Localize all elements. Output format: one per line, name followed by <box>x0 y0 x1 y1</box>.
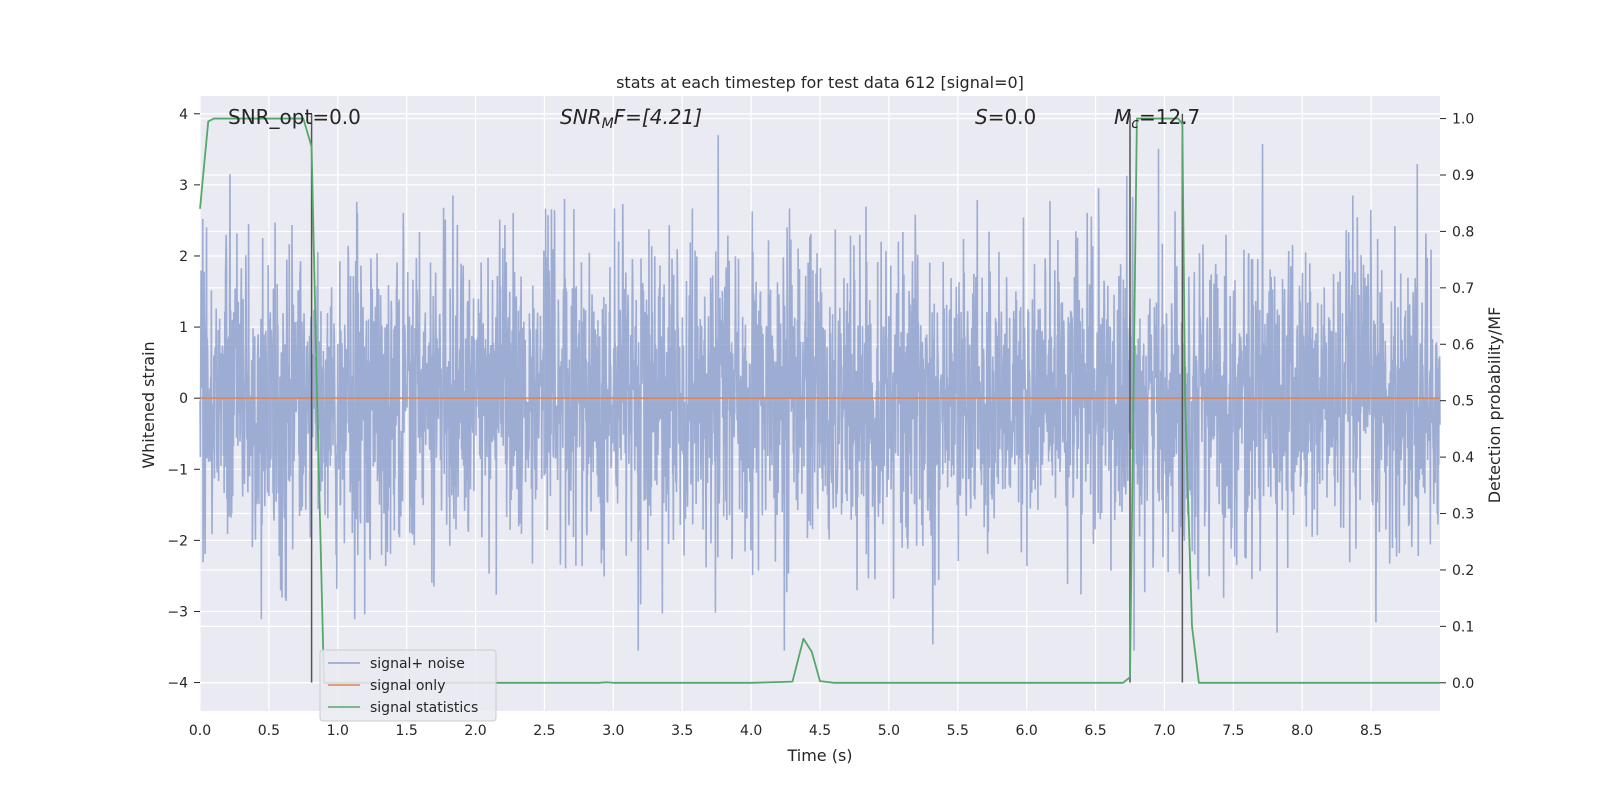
annotation-snr-opt: SNR_opt=0.0 <box>228 105 361 129</box>
x-tick-label: 5.0 <box>878 723 900 739</box>
y-right-tick-label: 0.8 <box>1452 224 1474 240</box>
x-tick-label: 1.0 <box>327 723 349 739</box>
x-tick-label: 0.0 <box>189 723 211 739</box>
signal-noise-line <box>199 135 1441 651</box>
x-tick-label: 4.5 <box>809 723 831 739</box>
y-left-tick-label: 2 <box>179 249 188 265</box>
x-tick-label: 1.5 <box>396 723 418 739</box>
legend-label-signal-noise: signal+ noise <box>370 656 465 672</box>
signal-statistics-line <box>199 117 1440 684</box>
y-left-tick-label: −4 <box>167 676 188 692</box>
y-left-tick-label: 0 <box>179 391 188 407</box>
legend: signal+ noise signal only signal statist… <box>319 649 497 722</box>
y-right-tick-label: 0.5 <box>1452 394 1474 410</box>
y-left-tick-label: 4 <box>179 107 188 123</box>
series-signal-statistics <box>199 117 1440 684</box>
annotation-mc: Mc=12.7 <box>1114 105 1200 132</box>
legend-label-signal-statistics: signal statistics <box>370 700 478 716</box>
x-tick-label: 3.0 <box>602 723 624 739</box>
annotation-s-italic: S <box>975 105 988 129</box>
x-tick-label: 5.5 <box>947 723 969 739</box>
series-signal-noise <box>199 135 1441 651</box>
x-axis-ticks: 0.0 0.5 1.0 1.5 2.0 2.5 3.0 3.5 4.0 4.5 5.0 5.5 6.0 6… <box>189 723 1382 739</box>
y-right-axis-label: Detection probability/MF <box>1485 307 1504 504</box>
y-right-tick-label: 0.3 <box>1452 507 1474 523</box>
x-axis-label: Time (s) <box>786 746 852 765</box>
x-tick-label: 8.5 <box>1360 723 1382 739</box>
annotation-mc-rest: =12.7 <box>1139 105 1200 129</box>
y-right-tick-label: 0.4 <box>1452 450 1474 466</box>
y-left-tick-label: −2 <box>167 533 188 549</box>
annotation-snr-mf-rest: F=[4.21] <box>614 105 702 129</box>
y-right-tick-label: 0.7 <box>1452 281 1474 297</box>
annotation-mc-main: M <box>1114 105 1131 129</box>
annotation-s: S=0.0 <box>975 105 1036 129</box>
x-tick-label: 6.0 <box>1016 723 1038 739</box>
annotation-s-rest: =0.0 <box>988 105 1037 129</box>
y-left-axis-ticks: 4 3 2 1 0 −1 −2 −3 −4 <box>167 107 200 692</box>
y-right-tick-label: 0.9 <box>1452 168 1474 184</box>
x-tick-label: 7.5 <box>1222 723 1244 739</box>
y-left-tick-label: −1 <box>167 462 188 478</box>
y-left-tick-label: 1 <box>179 320 188 336</box>
x-tick-label: 2.5 <box>533 723 555 739</box>
x-tick-label: 4.0 <box>740 723 762 739</box>
chart-title: stats at each timestep for test data 612… <box>616 73 1024 92</box>
y-right-axis-ticks: 1.0 0.9 0.8 0.7 0.6 0.5 0.4 0.3 0.2 0.1 0.0 <box>1440 112 1474 692</box>
legend-label-signal-only: signal only <box>370 678 445 694</box>
annotation-mc-sub: c <box>1131 116 1139 132</box>
x-tick-label: 0.5 <box>258 723 280 739</box>
y-right-tick-label: 0.0 <box>1452 676 1474 692</box>
y-left-tick-label: 3 <box>179 178 188 194</box>
y-right-tick-label: 0.6 <box>1452 337 1474 353</box>
y-left-axis-label: Whitened strain <box>139 341 158 468</box>
x-tick-label: 7.0 <box>1153 723 1175 739</box>
y-right-tick-label: 0.2 <box>1452 563 1474 579</box>
x-tick-label: 8.0 <box>1291 723 1313 739</box>
y-left-tick-label: −3 <box>167 604 188 620</box>
x-tick-label: 6.5 <box>1084 723 1106 739</box>
y-right-tick-label: 1.0 <box>1452 112 1474 128</box>
annotation-snr-mf-main: SNR <box>560 105 602 129</box>
annotation-snr-mf-sub: M <box>602 116 614 132</box>
annotation-snr-mf: SNRMF=[4.21] <box>560 105 702 132</box>
x-tick-label: 2.0 <box>464 723 486 739</box>
y-right-tick-label: 0.1 <box>1452 619 1474 635</box>
legend-box <box>319 649 497 722</box>
x-tick-label: 3.5 <box>671 723 693 739</box>
